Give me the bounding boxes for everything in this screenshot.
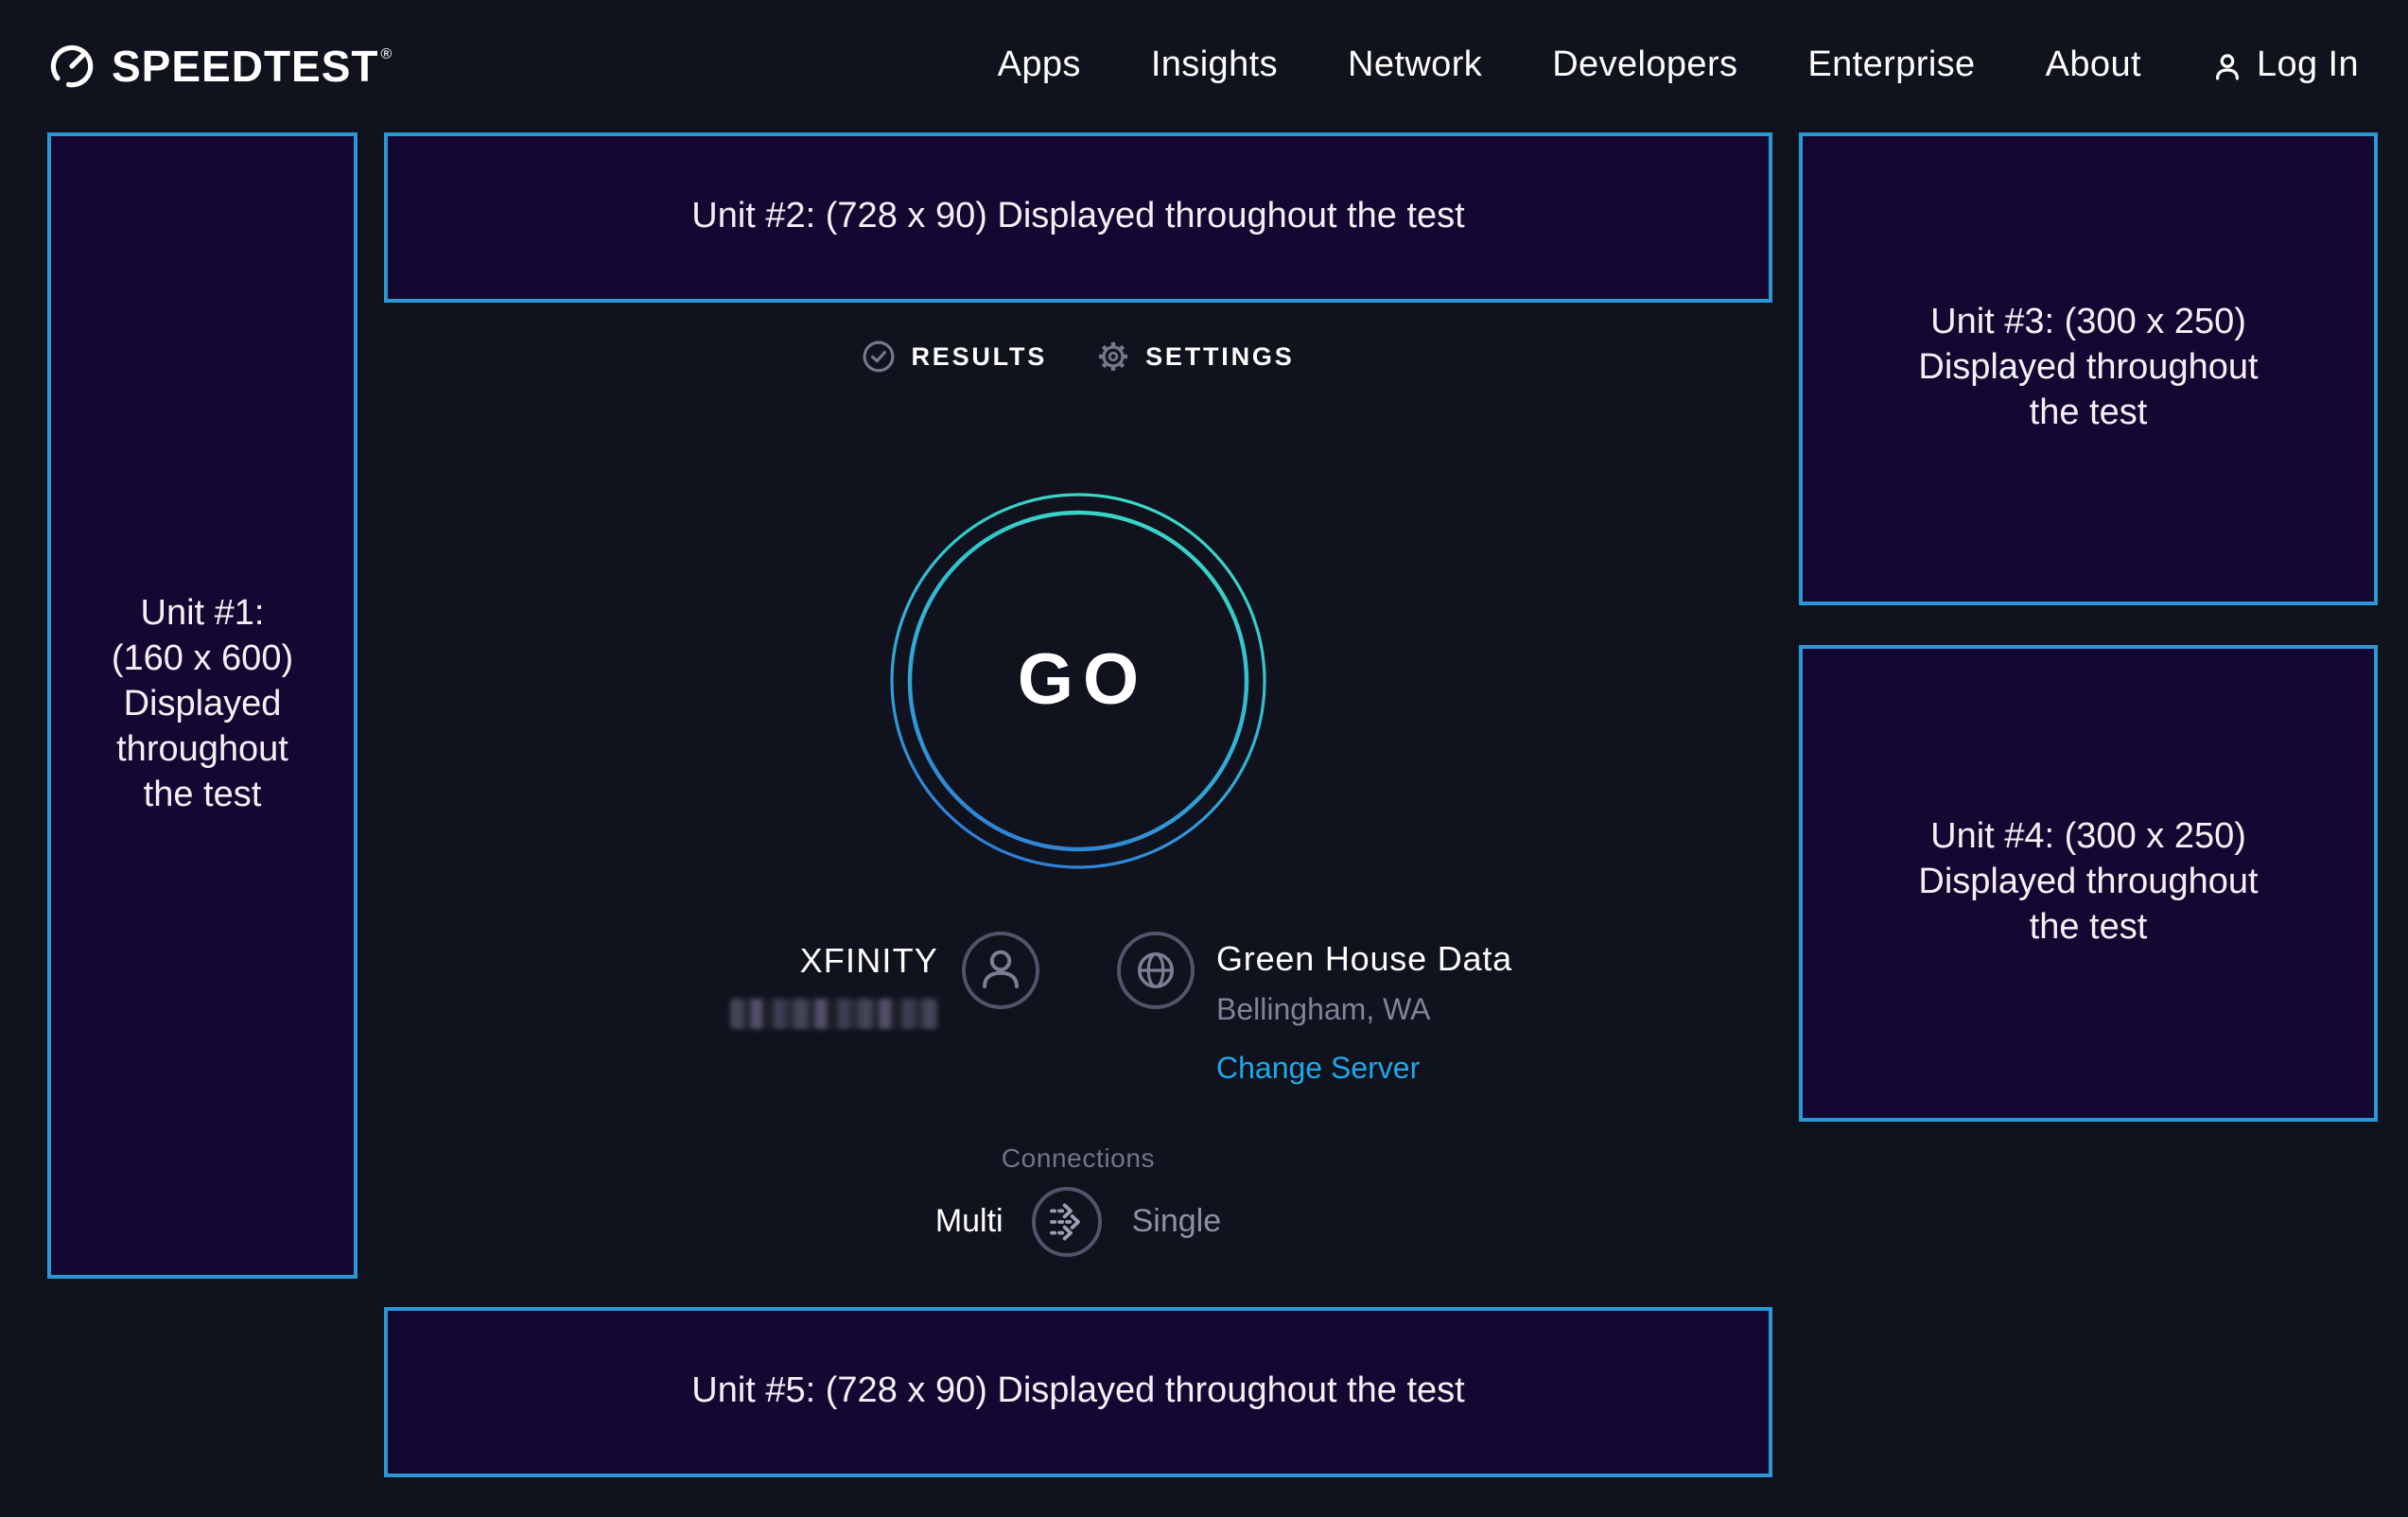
logo-wordmark: SPEEDTEST — [112, 41, 379, 90]
tab-settings-label: SETTINGS — [1145, 342, 1295, 371]
tab-results[interactable]: RESULTS — [862, 340, 1047, 373]
connections-single-option[interactable]: Single — [1131, 1203, 1222, 1239]
nav-menu: Apps Insights Network Developers Enterpr… — [998, 45, 2359, 87]
ad-unit-1-label: Unit #1: (160 x 600) Displayed throughou… — [111, 594, 294, 815]
connections-toggle-icon[interactable] — [1032, 1186, 1104, 1258]
nav-item-developers[interactable]: Developers — [1552, 45, 1738, 85]
trademark-mark: ® — [380, 44, 393, 61]
ad-unit-2-label: Unit #2: (728 x 90) Displayed throughout… — [691, 197, 1465, 236]
connections-row: Multi Single — [384, 1186, 1772, 1258]
nav-item-about[interactable]: About — [2045, 45, 2141, 85]
nav-item-apps[interactable]: Apps — [997, 45, 1081, 85]
tab-settings[interactable]: SETTINGS — [1096, 340, 1294, 373]
nav-item-network[interactable]: Network — [1348, 45, 1483, 85]
gear-icon — [1096, 340, 1128, 373]
tab-results-label: RESULTS — [911, 342, 1048, 371]
ad-unit-4: Unit #4: (300 x 250) Displayed throughou… — [1799, 645, 2378, 1122]
globe-icon — [1116, 931, 1195, 1010]
server-info: Green House Data Bellingham, WA Change S… — [1116, 931, 1512, 1088]
go-button[interactable]: GO — [889, 492, 1267, 870]
go-button-rings — [890, 493, 1266, 869]
top-nav-bar: SPEEDTEST ® Apps Insights Network Develo… — [0, 0, 2408, 132]
ad-unit-4-label: Unit #4: (300 x 250) Displayed throughou… — [1918, 817, 2259, 948]
go-button-label: GO — [1017, 640, 1149, 720]
ad-unit-3: Unit #3: (300 x 250) Displayed throughou… — [1799, 132, 2378, 605]
login-label: Log In — [2256, 45, 2359, 85]
server-name: Green House Data — [1216, 940, 1512, 978]
ad-unit-5: Unit #5: (728 x 90) Displayed throughout… — [384, 1307, 1772, 1477]
ad-unit-2: Unit #2: (728 x 90) Displayed throughout… — [384, 132, 1772, 303]
login-button[interactable]: Log In — [2211, 45, 2359, 87]
gauge-icon — [49, 44, 95, 89]
user-icon — [2211, 50, 2243, 82]
change-server-link[interactable]: Change Server — [1216, 1054, 1421, 1086]
ad-unit-3-label: Unit #3: (300 x 250) Displayed throughou… — [1918, 303, 2259, 433]
isp-name: XFINITY — [799, 942, 938, 980]
ad-unit-5-label: Unit #5: (728 x 90) Displayed throughout… — [691, 1371, 1465, 1411]
isp-info: XFINITY — [730, 931, 1040, 1029]
ad-unit-1: Unit #1: (160 x 600) Displayed throughou… — [47, 132, 358, 1279]
connections-multi-option[interactable]: Multi — [934, 1203, 1003, 1239]
nav-item-enterprise[interactable]: Enterprise — [1807, 45, 1976, 85]
connections-label: Connections — [1001, 1142, 1156, 1173]
redacted-isp-details — [730, 999, 938, 1029]
server-location: Bellingham, WA — [1216, 995, 1431, 1027]
check-circle-icon — [862, 340, 894, 373]
tabs-row: RESULTS — [384, 340, 1772, 373]
speedtest-logo[interactable]: SPEEDTEST ® — [49, 41, 393, 92]
nav-item-insights[interactable]: Insights — [1150, 45, 1278, 85]
isp-user-icon — [961, 931, 1040, 1010]
